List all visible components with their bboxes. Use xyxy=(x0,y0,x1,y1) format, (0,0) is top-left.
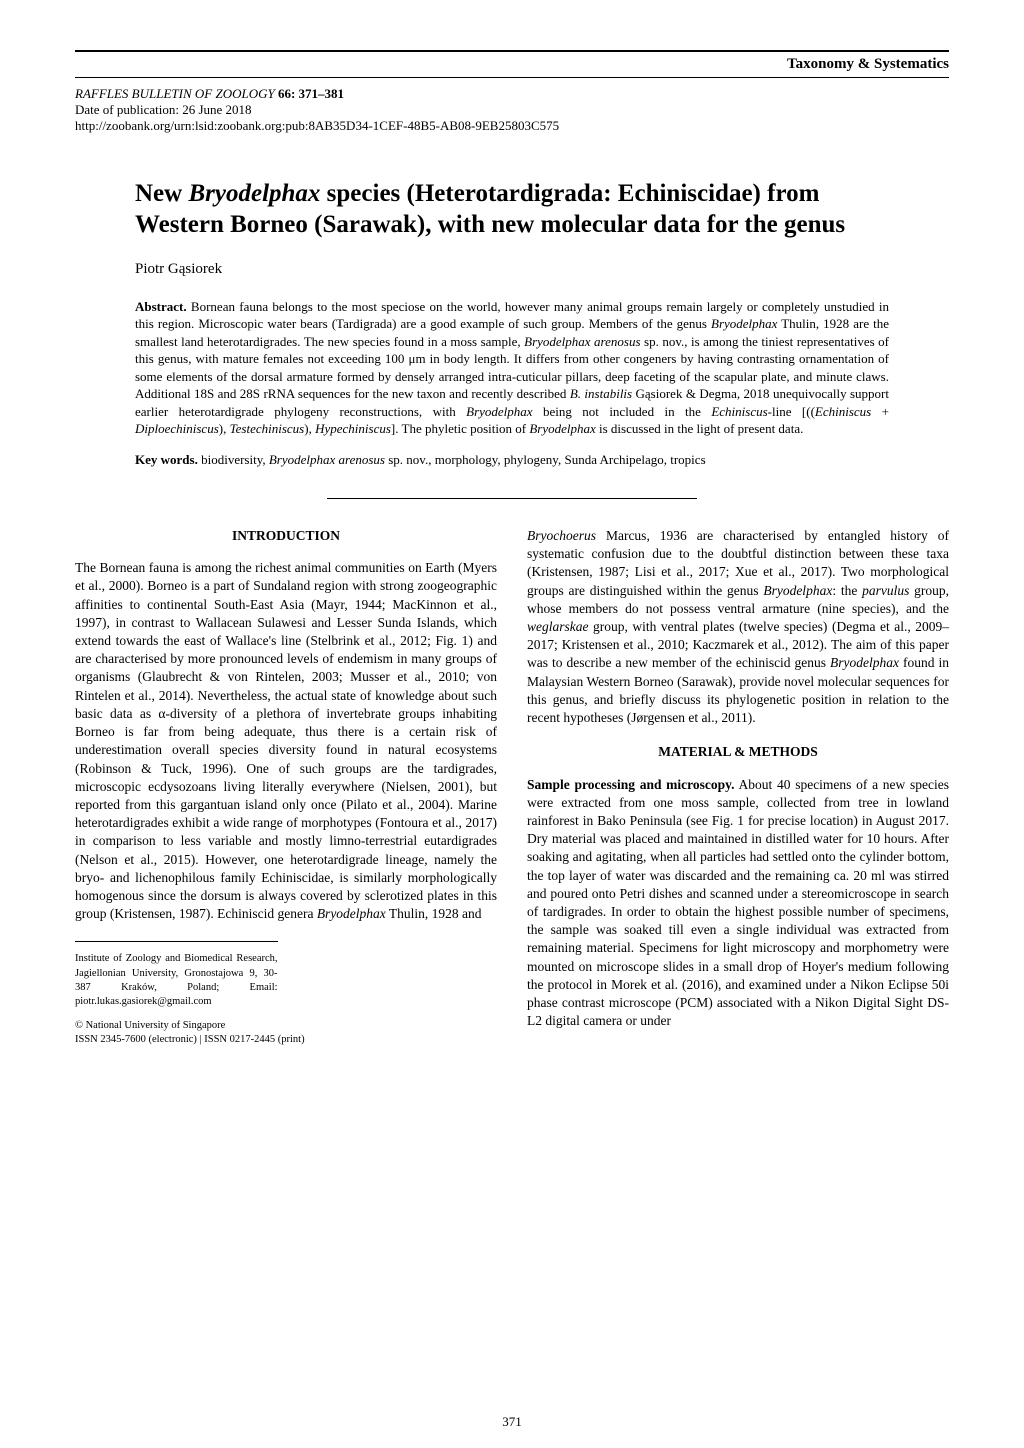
intro-b: Bryodelphax xyxy=(317,906,386,921)
copyright: © National University of Singapore ISSN … xyxy=(75,1019,497,1047)
category-text: Taxonomy & Systematics xyxy=(787,56,949,72)
abs-m: + xyxy=(871,404,889,419)
abstract: Abstract. Bornean fauna belongs to the m… xyxy=(135,298,889,438)
kw-label: Key words. xyxy=(135,452,198,467)
volume-pages: 66: 371–381 xyxy=(278,86,344,101)
abs-p: Testechiniscus xyxy=(230,421,305,436)
methods-text: About 40 specimens of a new species were… xyxy=(527,777,949,1029)
r1e: parvulus xyxy=(862,583,909,598)
methods-paragraph: Sample processing and microscopy. About … xyxy=(527,776,949,1031)
right-column: Bryochoerus Marcus, 1936 are characteris… xyxy=(527,527,949,1048)
abs-f: B. instabilis xyxy=(570,386,632,401)
intro-continued: Bryochoerus Marcus, 1936 are characteris… xyxy=(527,527,949,727)
zoobank-url: http://zoobank.org/urn:lsid:zoobank.org:… xyxy=(75,118,949,134)
abstract-label: Abstract. xyxy=(135,299,187,314)
r1i: Bryodelphax xyxy=(830,655,899,670)
abs-k: -line [(( xyxy=(768,404,815,419)
abs-u: is discussed in the light of present dat… xyxy=(596,421,804,436)
abs-s: ]. The phyletic position of xyxy=(391,421,529,436)
methods-heading: MATERIAL & METHODS xyxy=(527,743,949,761)
abs-j: Echiniscus xyxy=(711,404,767,419)
kw-b: Bryodelphax arenosus xyxy=(269,452,385,467)
abs-i: being not included in the xyxy=(533,404,712,419)
copyright-text: © National University of Singapore xyxy=(75,1020,225,1031)
r1d: : the xyxy=(832,583,862,598)
intro-heading: INTRODUCTION xyxy=(75,527,497,545)
affiliation: Institute of Zoology and Biomedical Rese… xyxy=(75,952,278,1009)
r1c: Bryodelphax xyxy=(763,583,832,598)
abs-l: Echiniscus xyxy=(815,404,871,419)
kw-c: sp. nov., morphology, phylogeny, Sunda A… xyxy=(385,452,706,467)
abs-q: ), xyxy=(304,421,315,436)
body-columns: INTRODUCTION The Bornean fauna is among … xyxy=(75,527,949,1048)
intro-paragraph: The Bornean fauna is among the richest a… xyxy=(75,559,497,923)
title-a: New xyxy=(135,180,188,207)
abs-h: Bryodelphax xyxy=(466,404,532,419)
keywords: Key words. biodiversity, Bryodelphax are… xyxy=(135,452,889,468)
abs-d: Bryodelphax arenosus xyxy=(524,334,640,349)
category-header: Taxonomy & Systematics xyxy=(75,50,949,78)
journal-title: RAFFLES BULLETIN OF ZOOLOGY xyxy=(75,86,275,101)
r1g: weglarskae xyxy=(527,619,589,634)
abs-t: Bryodelphax xyxy=(529,421,595,436)
abs-r: Hypechiniscus xyxy=(315,421,391,436)
r1a: Bryochoerus xyxy=(527,528,596,543)
intro-c: Thulin, 1928 and xyxy=(386,906,482,921)
abs-n: Diploechiniscus xyxy=(135,421,219,436)
pub-date: Date of publication: 26 June 2018 xyxy=(75,102,949,118)
methods-label: Sample processing and microscopy. xyxy=(527,777,735,792)
kw-a: biodiversity, xyxy=(198,452,269,467)
abs-b: Bryodelphax xyxy=(711,316,777,331)
author: Piotr Gąsiorek xyxy=(135,261,889,278)
left-column: INTRODUCTION The Bornean fauna is among … xyxy=(75,527,497,1048)
page-number: 371 xyxy=(0,1414,1024,1430)
journal-info: RAFFLES BULLETIN OF ZOOLOGY 66: 371–381 xyxy=(75,86,949,102)
abs-o: ), xyxy=(219,421,230,436)
intro-a: The Bornean fauna is among the richest a… xyxy=(75,560,497,921)
issn-text: ISSN 2345-7600 (electronic) | ISSN 0217-… xyxy=(75,1034,305,1045)
article-title: New Bryodelphax species (Heterotardigrad… xyxy=(135,178,889,241)
footer-separator xyxy=(75,941,278,942)
title-genus: Bryodelphax xyxy=(188,180,320,207)
section-divider xyxy=(327,498,697,499)
